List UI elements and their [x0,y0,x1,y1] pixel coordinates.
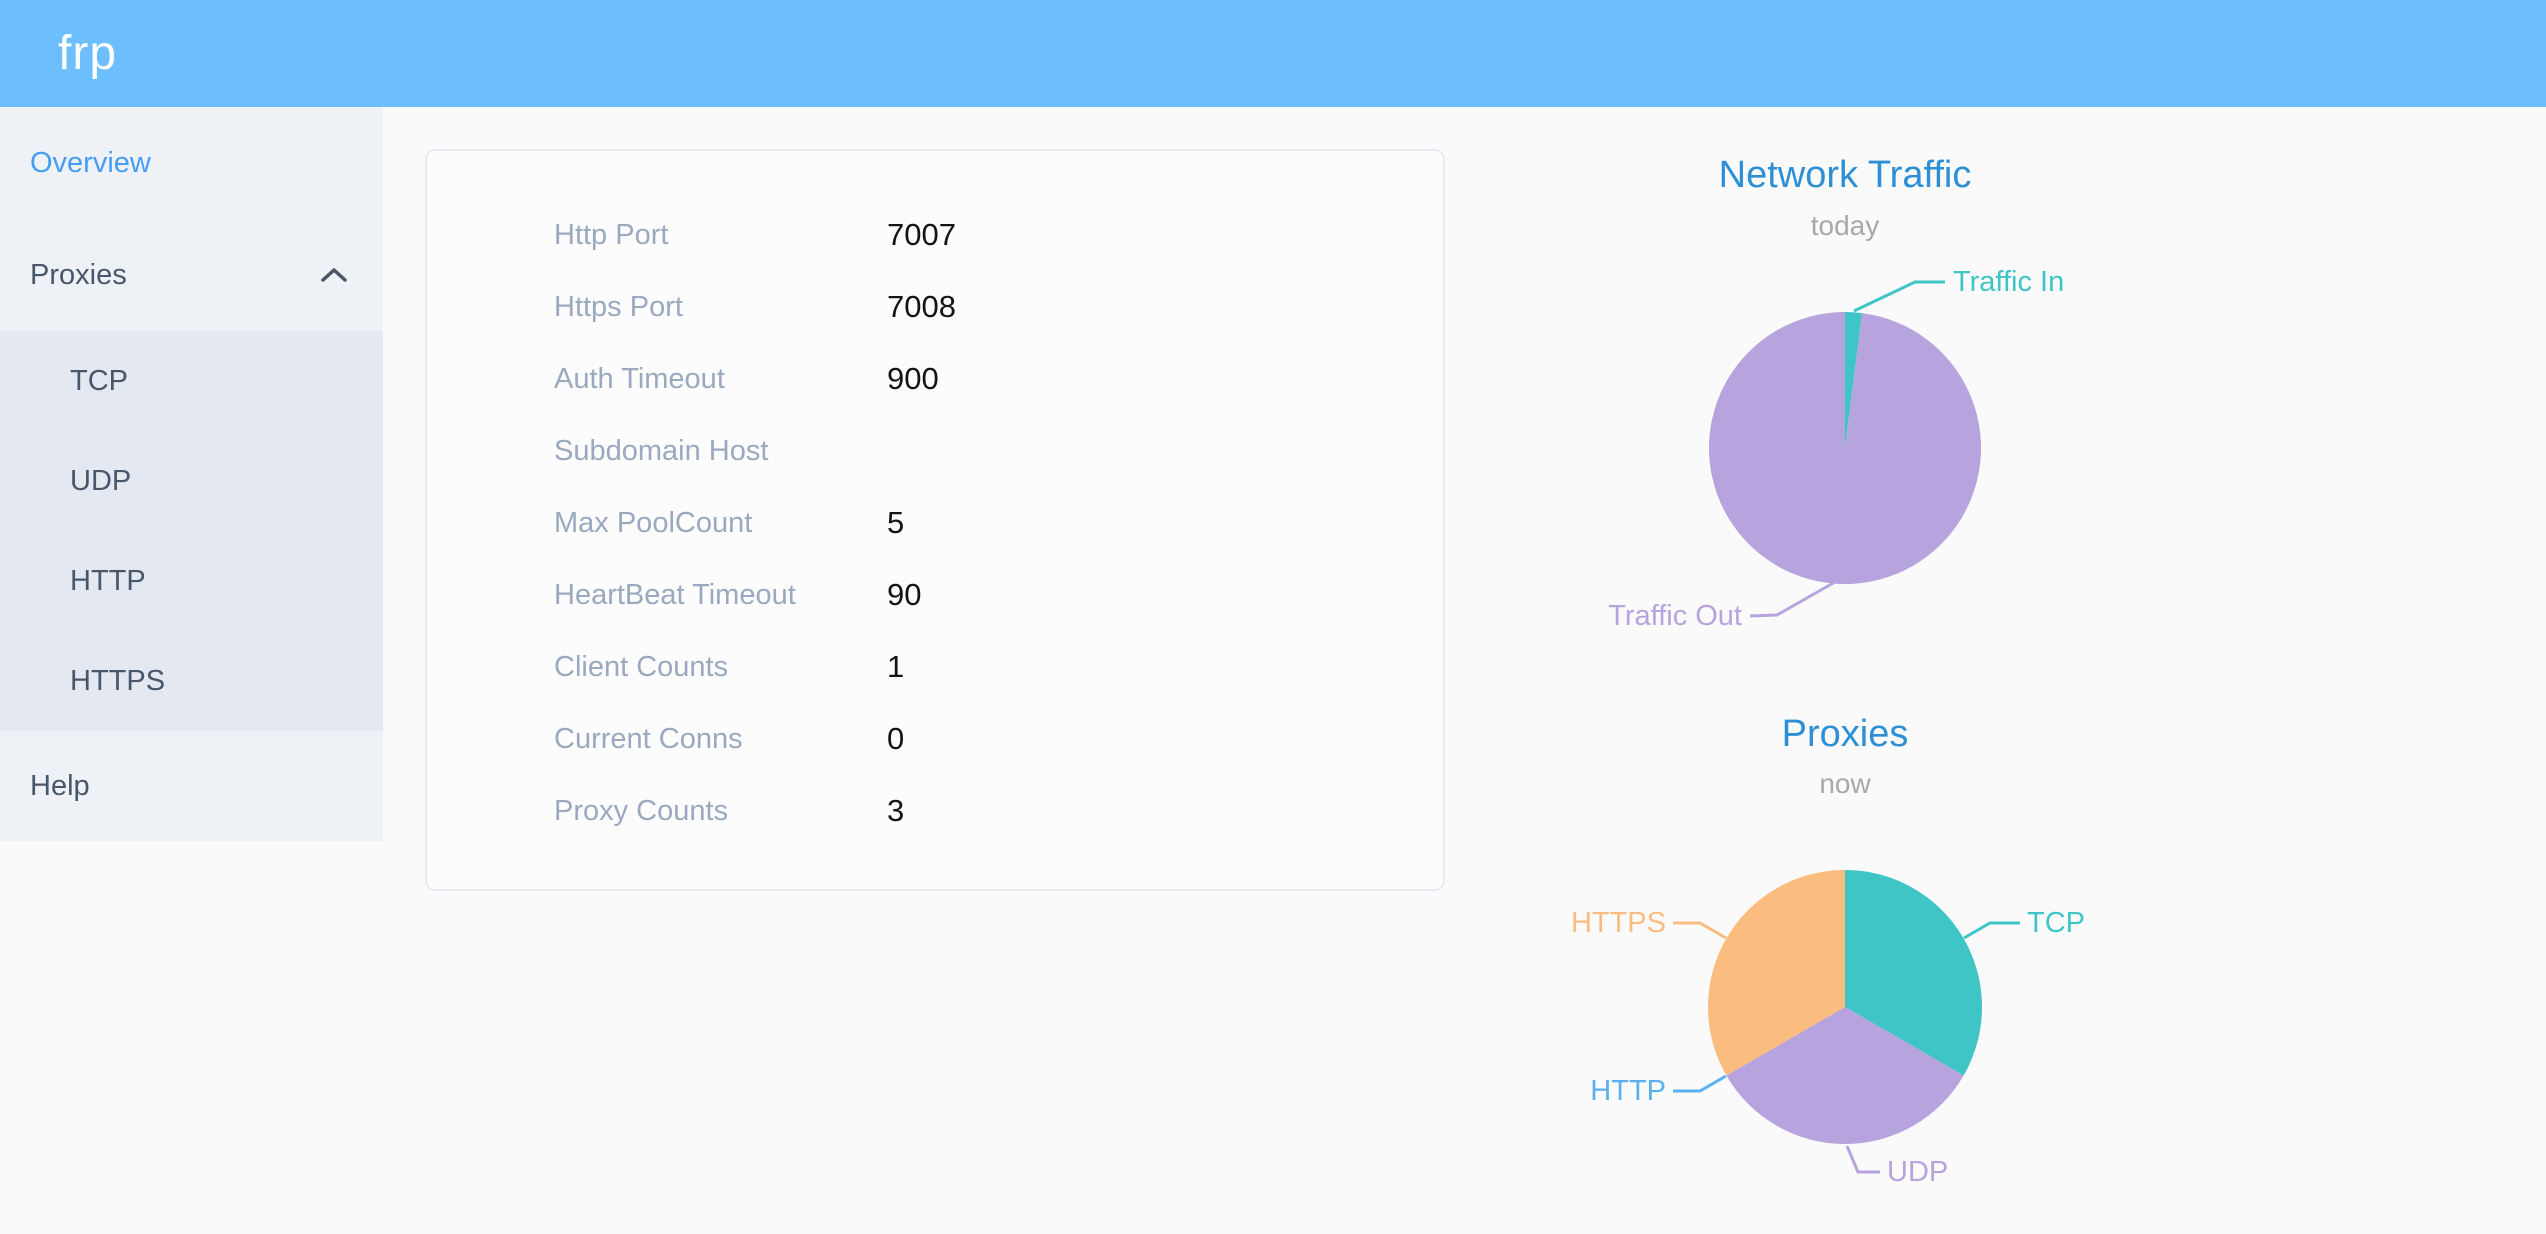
pie-label-line-traffic-out [1749,580,1836,618]
proxies-pie: TCP UDP HTTP HTTPS [1571,870,2085,1188]
overview-row: Current Conns 0 [427,703,1443,775]
overview-row-value: 1 [887,649,905,684]
sidebar-item-udp[interactable]: UDP [0,431,383,531]
sidebar-item-label: Overview [30,146,151,179]
overview-row-value: 0 [887,721,905,756]
sidebar-item-label: HTTP [70,564,146,597]
sidebar-item-label: HTTPS [70,664,166,697]
pie-label-line-traffic-in [1853,280,1945,313]
network-traffic-pie: Traffic In Traffic Out [1608,266,2064,632]
overview-row-label: Http Port [554,218,669,251]
chart-subtitle: today [1810,210,1880,241]
overview-row-label: Auth Timeout [554,362,725,395]
overview-row: Auth Timeout 900 [427,343,1443,415]
overview-row-value: 7007 [887,217,956,252]
overview-row: Proxy Counts 3 [427,775,1443,847]
overview-row-label: Max PoolCount [554,506,753,539]
sidebar-item-label: UDP [70,464,132,497]
app-logo: frp [58,27,118,80]
overview-row: Client Counts 1 [427,631,1443,703]
pie-label-line-http [1673,1074,1727,1093]
pie-label-udp: UDP [1887,1156,1948,1188]
chart-title: Network Traffic [1718,154,1972,196]
sidebar-item-help[interactable]: Help [0,731,383,841]
overview-row-value: 5 [887,505,905,540]
pie-label-https: HTTPS [1571,907,1666,939]
pie-slice-traffic-out[interactable] [1709,312,1981,584]
chart-title: Proxies [1781,713,1909,755]
pie-label-line-udp [1845,1145,1880,1174]
overview-row-label: Subdomain Host [554,434,769,467]
overview-row-label: Client Counts [554,650,729,683]
overview-row: Max PoolCount 5 [427,487,1443,559]
overview-row-label: HeartBeat Timeout [554,578,796,611]
overview-row: Http Port 7007 [427,199,1443,271]
sidebar-item-https[interactable]: HTTPS [0,631,383,731]
overview-row-value: 7008 [887,289,956,324]
sidebar-item-label: TCP [70,364,128,397]
overview-row-value: 3 [887,793,905,828]
pie-label-line-https [1673,921,1727,940]
app-header: frp [0,0,2546,107]
overview-row: Subdomain Host [427,415,1443,487]
chevron-up-icon [321,267,347,283]
sidebar-item-overview[interactable]: Overview [0,107,383,219]
sidebar-item-proxies[interactable]: Proxies [0,219,383,331]
pie-slice-traffic-in[interactable] [1845,312,1863,448]
overview-row-label: Proxy Counts [554,794,729,827]
pie-label-http: HTTP [1590,1075,1666,1107]
overview-row-label: Current Conns [554,722,743,755]
pie-slice-https[interactable] [1708,870,1845,1076]
overview-row-label: Https Port [554,290,683,323]
proxies-submenu: TCP UDP HTTP HTTPS [0,331,383,731]
sidebar-item-label: Help [30,769,90,802]
overview-row-value: 900 [887,361,939,396]
server-info-card: Http Port 7007 Https Port 7008 Auth Time… [425,149,1445,891]
pie-slice-udp[interactable] [1726,1007,1964,1144]
sidebar-item-http[interactable]: HTTP [0,531,383,631]
overview-row-value: 90 [887,577,922,612]
chart-subtitle: now [1819,768,1871,799]
pie-label-traffic-in: Traffic In [1953,266,2064,298]
pie-label-tcp: TCP [2027,907,2085,939]
overview-row: HeartBeat Timeout 90 [427,559,1443,631]
pie-label-line-tcp [1963,921,2020,940]
sidebar-item-tcp[interactable]: TCP [0,331,383,431]
sidebar-nav: Overview Proxies TCP UDP HTTP HTTPS [0,107,383,841]
network-traffic-chart: Network Traffic today Traffic In Traffic … [1445,130,2245,680]
proxies-chart: Proxies now TCP UDP HTTP HTTPS [1445,680,2245,1234]
pie-slice-tcp[interactable] [1845,870,1982,1076]
overview-row: Https Port 7008 [427,271,1443,343]
sidebar-item-label: Proxies [30,258,127,291]
pie-label-traffic-out: Traffic Out [1608,600,1742,632]
